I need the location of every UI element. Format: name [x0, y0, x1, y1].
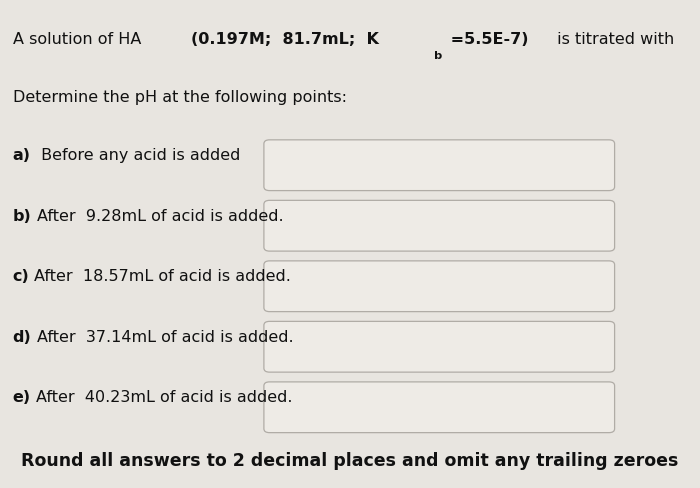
- FancyBboxPatch shape: [264, 140, 615, 191]
- Text: b: b: [434, 51, 442, 61]
- Text: After  37.14mL of acid is added.: After 37.14mL of acid is added.: [37, 329, 293, 345]
- FancyBboxPatch shape: [264, 201, 615, 251]
- Text: =5.5E-7): =5.5E-7): [444, 32, 528, 47]
- Text: e): e): [13, 390, 31, 405]
- Text: d): d): [13, 329, 32, 345]
- Text: Before any acid is added: Before any acid is added: [36, 148, 240, 163]
- Text: (0.197M;  81.7mL;  K: (0.197M; 81.7mL; K: [192, 32, 379, 47]
- Text: c): c): [13, 269, 29, 284]
- Text: b): b): [13, 208, 32, 224]
- Text: a): a): [13, 148, 31, 163]
- Text: A solution of HA: A solution of HA: [13, 32, 151, 47]
- Text: After  9.28mL of acid is added.: After 9.28mL of acid is added.: [37, 208, 284, 224]
- FancyBboxPatch shape: [264, 261, 615, 312]
- FancyBboxPatch shape: [264, 322, 615, 372]
- Text: is titrated with: is titrated with: [552, 32, 680, 47]
- Text: After  18.57mL of acid is added.: After 18.57mL of acid is added.: [34, 269, 291, 284]
- FancyBboxPatch shape: [264, 382, 615, 433]
- Text: Round all answers to 2 decimal places and omit any trailing zeroes: Round all answers to 2 decimal places an…: [21, 452, 679, 470]
- Text: After  40.23mL of acid is added.: After 40.23mL of acid is added.: [36, 390, 293, 405]
- Text: Determine the pH at the following points:: Determine the pH at the following points…: [13, 90, 346, 105]
